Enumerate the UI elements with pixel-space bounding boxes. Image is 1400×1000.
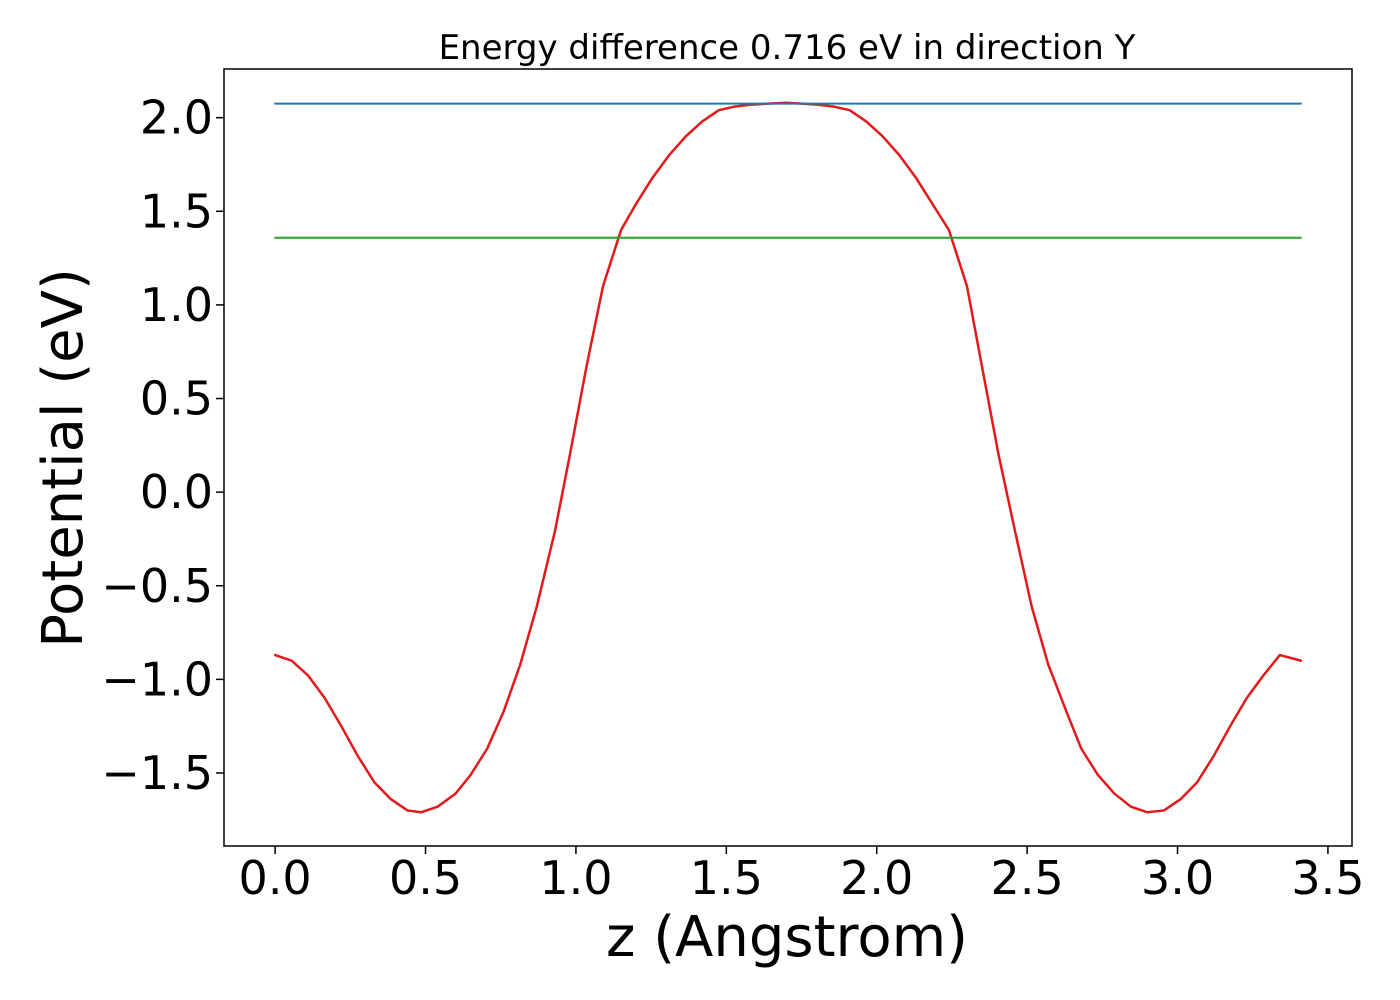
y-tick-label: 0.5 (140, 372, 213, 426)
x-tick-label: 1.0 (539, 851, 612, 905)
y-axis-ticks: −1.5 −1.0 −0.5 0.0 0.5 1.0 1.5 2.0 (101, 91, 224, 800)
x-tick-label: 1.5 (690, 851, 763, 905)
y-tick-label: −1.5 (101, 746, 213, 800)
y-tick-label: 2.0 (140, 91, 213, 145)
chart-title: Energy difference 0.716 eV in direction … (439, 28, 1136, 68)
x-axis-label: z (Angstrom) (606, 905, 968, 970)
y-axis-label: Potential (eV) (31, 268, 96, 648)
plot-frame (223, 68, 1353, 847)
x-tick-label: 2.0 (840, 851, 913, 905)
series-line-potential (273, 101, 1303, 814)
x-tick-label: 3.0 (1141, 851, 1214, 905)
x-tick-label: 2.5 (991, 851, 1064, 905)
y-tick-label: −0.5 (101, 559, 213, 613)
y-tick-label: −1.0 (101, 652, 213, 706)
y-tick-label: 1.5 (140, 184, 213, 238)
series-layer (273, 101, 1303, 814)
y-tick-label: 0.0 (140, 465, 213, 519)
x-tick-label: 3.5 (1291, 851, 1364, 905)
x-tick-label: 0.0 (239, 851, 312, 905)
x-axis-ticks: 0.0 0.5 1.0 1.5 2.0 2.5 3.0 3.5 (239, 846, 1365, 905)
x-tick-label: 0.5 (389, 851, 462, 905)
y-tick-label: 1.0 (140, 278, 213, 332)
